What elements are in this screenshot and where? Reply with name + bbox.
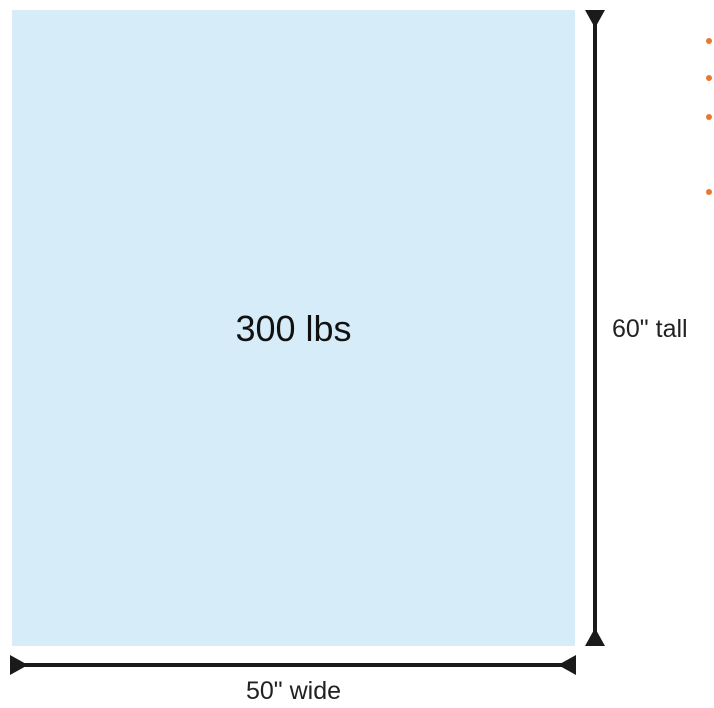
bullet-dot (706, 114, 712, 120)
width-label: 50" wide (245, 677, 342, 705)
bullet-dot (706, 75, 712, 81)
height-label: 60" tall (612, 315, 688, 343)
height-arrow-top (585, 10, 605, 28)
weight-label: 300 lbs (235, 308, 352, 349)
width-arrow-right (558, 655, 576, 675)
bullet-dot (706, 38, 712, 44)
width-arrow-left (10, 655, 28, 675)
height-arrow-bottom (585, 628, 605, 646)
load-box (12, 10, 575, 646)
bullet-dot (706, 189, 712, 195)
